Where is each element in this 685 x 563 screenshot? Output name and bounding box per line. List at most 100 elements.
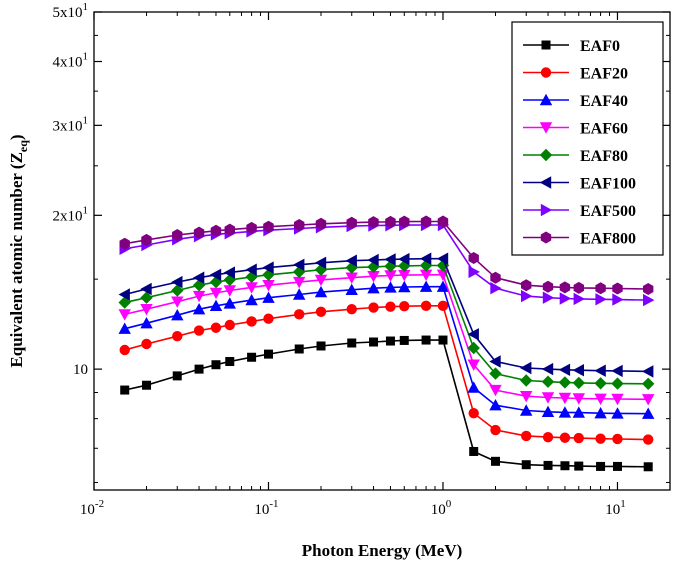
data-point [262, 280, 275, 292]
data-point [490, 271, 501, 284]
y-axis-title-subscript: eq [16, 140, 30, 152]
data-point [294, 219, 305, 231]
data-point [594, 364, 606, 377]
data-point [141, 338, 152, 350]
data-point [595, 433, 606, 444]
y-tick-label-base: 5x10 [53, 5, 83, 21]
legend-label: EAF80 [580, 148, 628, 165]
x-tick-label-base: 10 [254, 502, 269, 518]
legend-marker [539, 176, 552, 189]
data-point [171, 296, 184, 308]
data-point [594, 407, 607, 419]
x-tick-label-exponent: -2 [95, 498, 104, 510]
data-point [367, 253, 379, 267]
x-tick-label: 10-1 [254, 498, 278, 518]
data-point [294, 309, 305, 320]
data-point [596, 461, 606, 471]
data-point [172, 229, 183, 241]
data-point [521, 460, 531, 470]
data-point [223, 266, 235, 279]
y-tick-label: 10 [73, 362, 88, 378]
data-point [611, 393, 624, 406]
data-point [314, 274, 328, 287]
series-eaf0 [120, 335, 653, 472]
data-point [210, 224, 222, 237]
x-tick-label-exponent: -1 [269, 498, 278, 510]
data-point [140, 317, 153, 329]
data-point [520, 404, 533, 416]
data-point [262, 261, 274, 274]
data-point [489, 355, 501, 368]
data-point [118, 322, 131, 334]
data-point [467, 328, 479, 341]
data-point [119, 344, 130, 356]
x-tick-label-exponent: 0 [446, 498, 452, 510]
legend-marker [539, 148, 553, 162]
data-point [572, 376, 585, 390]
data-point [572, 406, 585, 418]
data-point [262, 291, 275, 303]
y-tick-label-exponent: 1 [83, 114, 89, 126]
data-point [368, 216, 379, 229]
x-axis-title: Photon Energy (MeV) [302, 541, 463, 560]
data-point [467, 381, 480, 393]
data-point [263, 349, 273, 359]
data-point [520, 361, 532, 375]
data-point [467, 341, 480, 355]
x-tick-label-base: 10 [605, 502, 620, 518]
data-point [384, 281, 397, 293]
legend-marker [540, 231, 552, 244]
data-point [346, 216, 357, 229]
data-point [399, 300, 410, 312]
data-point [211, 360, 221, 370]
data-point [192, 271, 205, 284]
y-axis-title: Equivalent atomic number (Zeq) [7, 134, 30, 367]
data-point [541, 362, 554, 376]
data-point [193, 325, 205, 336]
data-point [559, 432, 571, 443]
legend-marker [541, 40, 551, 50]
data-point [469, 446, 479, 456]
data-point [542, 431, 554, 443]
data-point [437, 300, 449, 312]
data-point [559, 292, 572, 305]
data-point [118, 288, 130, 301]
data-point [542, 280, 554, 293]
data-point [558, 406, 572, 418]
data-point [612, 461, 622, 471]
data-point [541, 405, 555, 417]
data-point [572, 393, 585, 405]
data-point [595, 293, 607, 306]
data-point [225, 356, 235, 366]
series-eaf60 [118, 269, 655, 406]
data-point [612, 282, 623, 295]
series-eaf40 [118, 280, 655, 419]
data-point [520, 391, 533, 403]
data-point [399, 335, 409, 345]
data-point [347, 338, 357, 348]
data-point [385, 215, 396, 228]
data-point [437, 215, 449, 228]
y-tick-label: 5x101 [53, 1, 89, 21]
data-point [611, 364, 623, 378]
data-point [521, 279, 532, 292]
data-point [171, 275, 183, 289]
data-point [223, 285, 236, 297]
data-point [595, 282, 606, 295]
legend-label: EAF60 [580, 121, 628, 138]
data-point [316, 341, 326, 351]
legend-item: EAF500 [523, 203, 636, 220]
data-point [594, 377, 607, 390]
data-point [642, 365, 654, 378]
data-point [384, 270, 397, 282]
data-point [192, 303, 206, 315]
legend-item: EAF800 [523, 231, 636, 248]
data-point [594, 393, 607, 405]
legend-item: EAF80 [523, 148, 628, 165]
data-point [172, 330, 183, 342]
data-point [559, 281, 571, 294]
data-point [118, 309, 131, 321]
data-point [420, 300, 432, 312]
data-point [140, 282, 152, 296]
